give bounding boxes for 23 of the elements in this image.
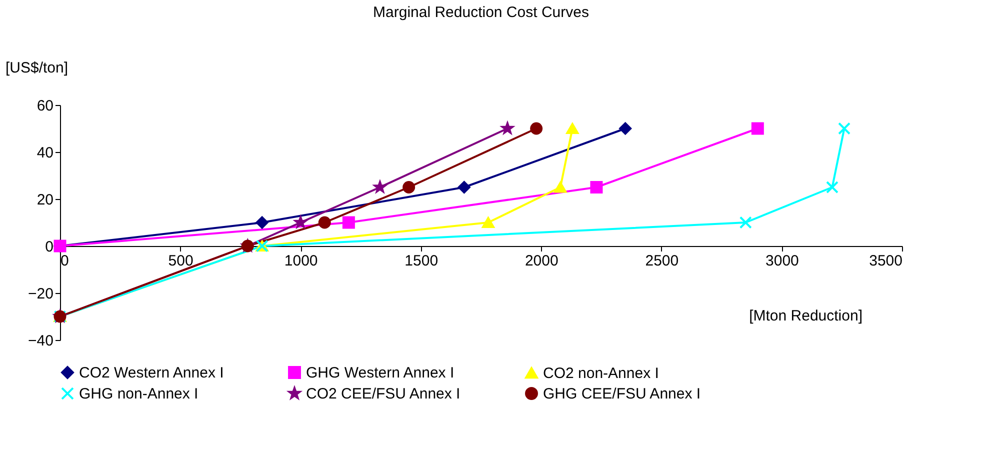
legend-label: CO2 CEE/FSU Annex I: [306, 386, 460, 402]
x-tick-label: 0: [60, 252, 69, 270]
x-tick-label: 2500: [645, 252, 679, 270]
y-tick-label: 60: [36, 98, 54, 114]
x-tick-label: 3000: [766, 252, 799, 270]
y-tick-label: −40: [28, 332, 54, 350]
x-tick-label: 1000: [284, 252, 318, 270]
y-tick-label: 20: [36, 192, 54, 208]
x-tick-label: 3500: [869, 252, 902, 270]
legend-label: GHG non-Annex I: [79, 386, 198, 402]
y-tick-label: −20: [28, 286, 54, 302]
legend-label: CO2 non-Annex I: [543, 364, 659, 382]
legend-label: GHG CEE/FSU Annex I: [543, 386, 701, 402]
y-tick-label: 40: [36, 144, 54, 162]
legend-label: GHG Western Annex I: [306, 364, 454, 382]
legend-label: CO2 Western Annex I: [79, 364, 224, 382]
chart-title: Marginal Reduction Cost Curves: [373, 4, 589, 21]
x-tick-label: 2000: [524, 252, 558, 270]
y-axis-title: [US$/ton]: [6, 60, 68, 76]
x-axis-title: [Mton Reduction]: [749, 308, 862, 324]
x-tick-label: 500: [168, 252, 194, 270]
x-tick-label: 1500: [404, 252, 438, 270]
y-tick-label: 0: [45, 238, 54, 256]
